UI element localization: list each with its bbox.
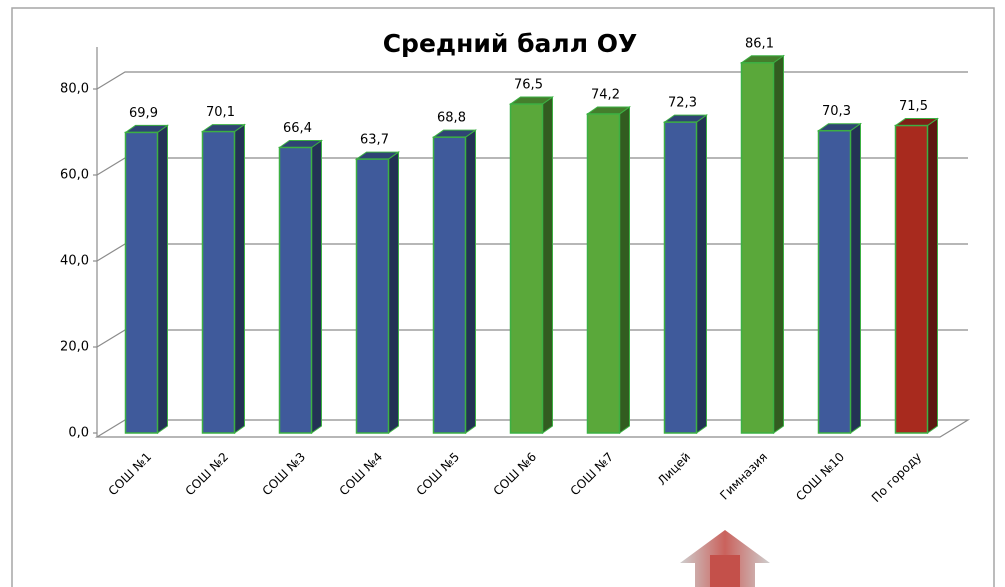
- bar: [355, 158, 390, 434]
- bar-side: [696, 114, 707, 434]
- y-tick-label: 60,0: [60, 168, 89, 183]
- data-label: 70,1: [206, 105, 235, 120]
- bar-side: [311, 139, 322, 434]
- bar: [894, 124, 929, 434]
- bar-side: [542, 96, 553, 434]
- bar: [201, 130, 236, 434]
- bar: [509, 103, 544, 434]
- bar: [124, 131, 159, 434]
- data-label: 72,3: [668, 96, 697, 111]
- data-label: 86,1: [745, 36, 774, 51]
- data-label: 66,4: [283, 121, 312, 136]
- bar-side: [850, 122, 861, 434]
- bar-side: [157, 124, 168, 434]
- bar: [278, 146, 313, 434]
- data-label: 69,9: [129, 106, 158, 121]
- bar-side: [465, 129, 476, 434]
- data-label: 63,7: [360, 133, 389, 148]
- bar: [432, 136, 467, 434]
- bar: [586, 113, 621, 434]
- bar-side: [773, 54, 784, 434]
- grid-line: [96, 71, 968, 90]
- chart-title: Средний балл ОУ: [383, 29, 638, 58]
- bar: [663, 121, 698, 434]
- floor: [94, 419, 971, 438]
- data-label: 76,5: [514, 78, 543, 93]
- data-label: 68,8: [437, 111, 466, 126]
- bar-side: [927, 117, 938, 434]
- bar-side: [234, 123, 245, 434]
- arrow-decoration: [680, 530, 770, 587]
- bar-side: [619, 105, 630, 434]
- bar-side: [388, 151, 399, 434]
- y-tick-label: 80,0: [60, 82, 89, 97]
- bar: [740, 62, 775, 434]
- data-label: 71,5: [899, 99, 928, 114]
- data-label: 70,3: [822, 104, 851, 119]
- bar: [817, 129, 852, 434]
- y-tick-label: 20,0: [60, 340, 89, 355]
- y-tick-label: 40,0: [60, 254, 89, 269]
- y-tick-label: 0,0: [68, 426, 89, 441]
- data-label: 74,2: [591, 87, 620, 102]
